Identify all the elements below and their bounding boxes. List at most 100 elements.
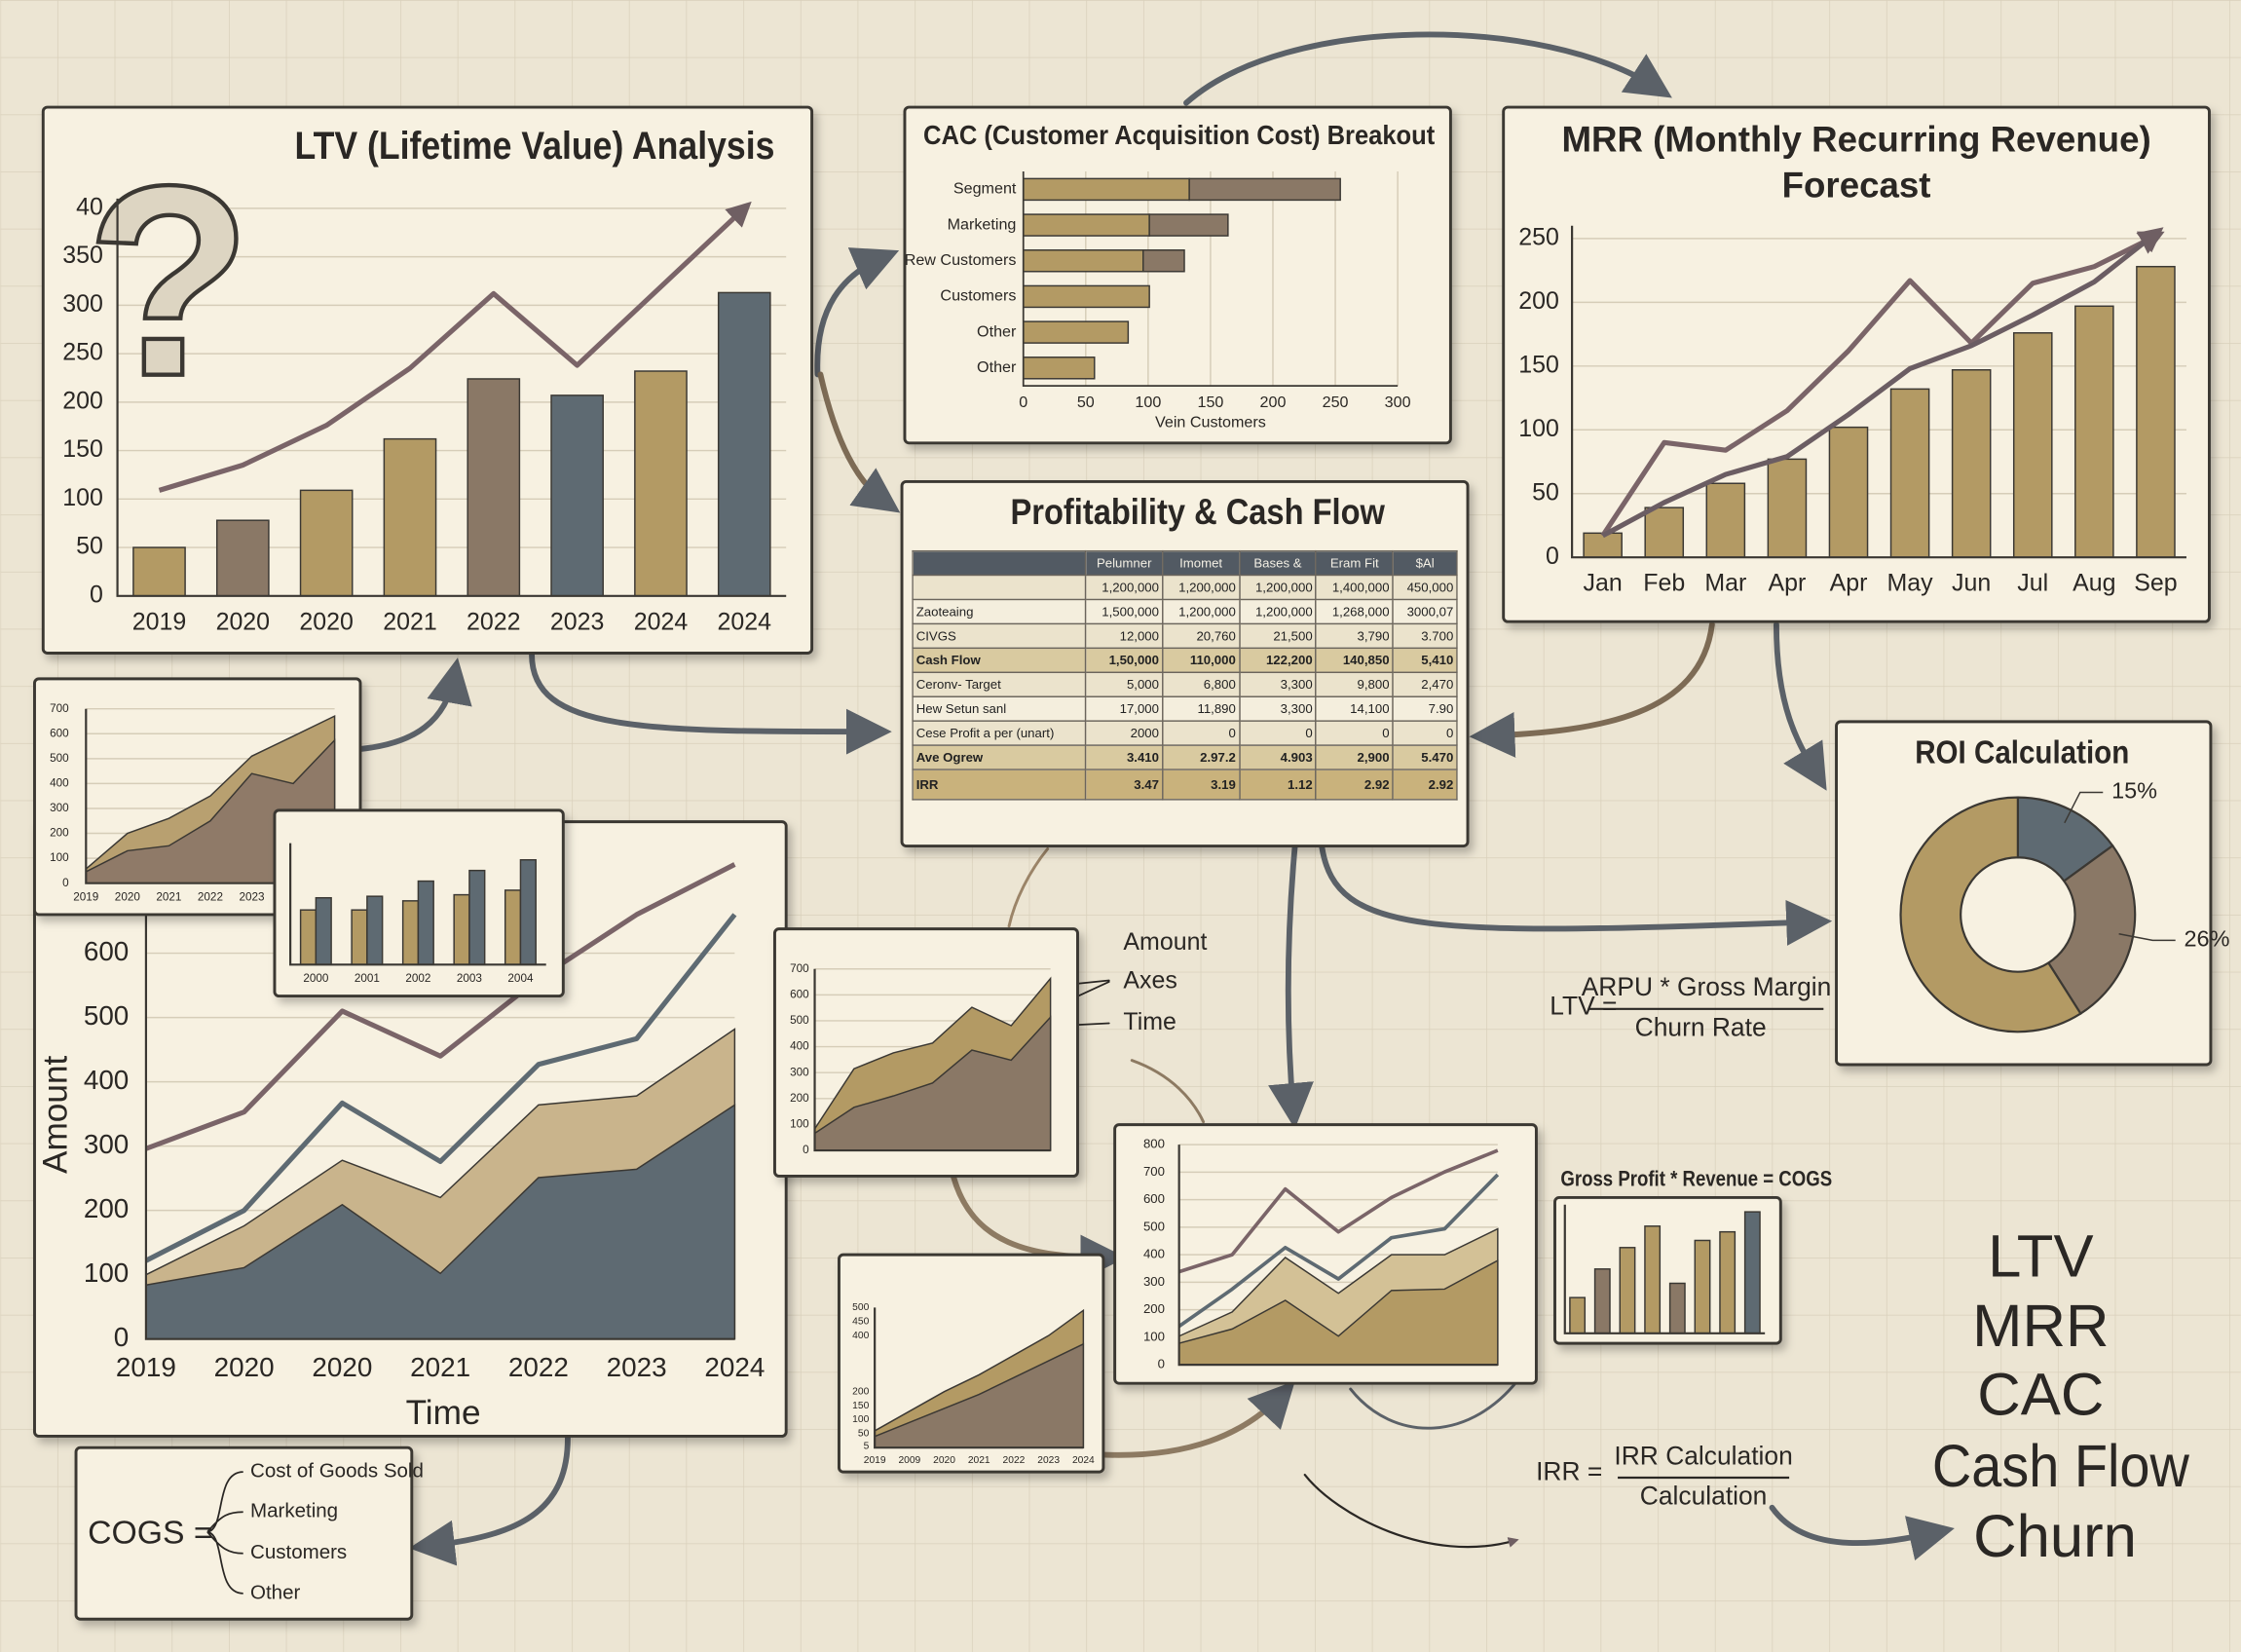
bar bbox=[467, 378, 521, 597]
bar bbox=[519, 859, 537, 966]
x-tick-label: 2023 bbox=[550, 608, 604, 635]
annotation: Axes bbox=[1123, 967, 1177, 995]
bar bbox=[1828, 426, 1869, 558]
bar bbox=[401, 900, 420, 966]
table-title: Profitability & Cash Flow bbox=[1011, 492, 1386, 532]
x-tick-label: 2021 bbox=[383, 608, 436, 635]
y-tick-label: 200 bbox=[790, 1092, 809, 1105]
x-axis-label: Vein Customers bbox=[1155, 414, 1266, 432]
table-cell: Hew Setun sanl bbox=[912, 695, 1087, 722]
table-cell: 7.90 bbox=[1392, 695, 1458, 722]
bar bbox=[1619, 1247, 1636, 1334]
y-tick-label: 500 bbox=[790, 1014, 809, 1027]
bar bbox=[215, 519, 270, 597]
line bbox=[1600, 231, 2165, 538]
table-cell: CIVGS bbox=[912, 622, 1087, 650]
y-tick-label: 0 bbox=[803, 1144, 809, 1156]
x-tick-label: 2003 bbox=[457, 972, 482, 985]
formula-denominator: Calculation bbox=[1640, 1482, 1768, 1511]
y-tick-label: 250 bbox=[1518, 223, 1559, 250]
table-cell: 14,100 bbox=[1315, 695, 1394, 722]
formula-numerator: ARPU * Gross Margin bbox=[1582, 972, 1832, 1001]
leader-line bbox=[2118, 933, 2176, 942]
table-cell: 3.700 bbox=[1392, 622, 1458, 650]
x-tick-label: 2019 bbox=[116, 1352, 176, 1382]
table-cell: 17,000 bbox=[1085, 695, 1164, 722]
cogs-item: Customers bbox=[250, 1541, 347, 1563]
x-axis-label: Time bbox=[406, 1394, 481, 1432]
header-cell: Pelumner bbox=[1085, 549, 1164, 577]
bar bbox=[1694, 1239, 1711, 1334]
x-tick-label: Jul bbox=[2017, 570, 2048, 597]
chart-title: ROI Calculation bbox=[1915, 734, 2129, 771]
x-tick-label: Feb bbox=[1643, 570, 1685, 597]
x-tick-label: 2004 bbox=[507, 972, 534, 985]
table-cell: Zaoteaing bbox=[912, 598, 1087, 625]
table-cell: 1,200,000 bbox=[1161, 598, 1241, 625]
x-tick-label: 2020 bbox=[312, 1352, 372, 1382]
table-cell: Cese Profit a per (unart) bbox=[912, 720, 1087, 746]
x-tick-label: 0 bbox=[1019, 394, 1027, 411]
ltv-formula: LTV = ARPU * Gross Margin Churn Rate bbox=[1550, 972, 1831, 1041]
table-cell: 3,300 bbox=[1238, 671, 1318, 697]
axis-line bbox=[1563, 1204, 1766, 1334]
axis-line bbox=[144, 856, 735, 1340]
x-tick-label: 2022 bbox=[467, 608, 520, 635]
y-tick-label: 300 bbox=[84, 1129, 129, 1159]
arrow bbox=[529, 652, 892, 755]
arrow bbox=[408, 1426, 571, 1566]
table-cell: 3,790 bbox=[1315, 622, 1394, 650]
y-tick-label: 0 bbox=[1158, 1357, 1165, 1371]
table-cell: 9,800 bbox=[1315, 671, 1394, 697]
x-tick-label: 2022 bbox=[198, 890, 223, 903]
keyword: MRR bbox=[1972, 1293, 2109, 1360]
y-tick-label: 0 bbox=[90, 581, 103, 608]
y-tick-label: 400 bbox=[84, 1065, 129, 1095]
bar bbox=[1644, 1225, 1662, 1334]
keyword: LTV bbox=[1988, 1222, 2093, 1290]
bar bbox=[2136, 265, 2176, 558]
y-tick-label: 0 bbox=[114, 1322, 130, 1352]
table-cell: 450,000 bbox=[1392, 574, 1458, 601]
chart-title: MRR (Monthly Recurring Revenue) Forecast bbox=[1561, 120, 2151, 206]
line bbox=[1177, 1173, 1500, 1329]
annotation: Amount bbox=[1123, 928, 1207, 956]
y-tick-label: 50 bbox=[76, 533, 103, 560]
table-row: Ave Ogrew 3.410 2.97.2 4.903 2,900 5.470 bbox=[912, 744, 1458, 770]
table-row: CIVGS 12,000 20,760 21,500 3,790 3.700 bbox=[912, 622, 1458, 650]
y-tick-label: 250 bbox=[62, 339, 103, 366]
table-cell: Ceronv- Target bbox=[912, 671, 1087, 697]
bar bbox=[1023, 213, 1150, 237]
axis-line bbox=[1022, 171, 1399, 388]
table-cell: 5.470 bbox=[1392, 744, 1458, 770]
formula-lhs: LTV = bbox=[1550, 991, 1617, 1020]
table-row: Cash Flow 1,50,000 110,000 122,200 140,850 5,… bbox=[912, 647, 1458, 674]
arrows bbox=[358, 31, 1955, 1566]
table-cell: 1,200,000 bbox=[1161, 574, 1241, 601]
y-tick-label: 400 bbox=[1143, 1247, 1165, 1261]
x-tick-label: 2023 bbox=[1037, 1455, 1060, 1466]
x-tick-label: 2024 bbox=[718, 608, 772, 635]
table-cell: 20,760 bbox=[1161, 622, 1241, 650]
arrow bbox=[358, 657, 472, 752]
bar bbox=[315, 896, 332, 966]
table-cell: Ave Ogrew bbox=[912, 744, 1087, 770]
header-cell: Imomet bbox=[1161, 549, 1241, 577]
y-tick-label: 350 bbox=[62, 242, 103, 269]
bar bbox=[1583, 532, 1623, 558]
y-tick-label: Rew Customers bbox=[905, 251, 1017, 269]
axis-line bbox=[813, 968, 1051, 1152]
y-tick-label: Other bbox=[977, 358, 1017, 376]
y-tick-label: 200 bbox=[852, 1386, 869, 1397]
donut-slice bbox=[1899, 796, 2082, 1033]
x-tick-label: 2021 bbox=[156, 890, 181, 903]
y-tick-label: 500 bbox=[1143, 1219, 1165, 1233]
x-tick-label: 2022 bbox=[1003, 1455, 1026, 1466]
x-tick-label: Mar bbox=[1704, 570, 1746, 597]
x-tick-label: 150 bbox=[1197, 394, 1223, 411]
bar bbox=[417, 880, 434, 966]
arrow bbox=[1183, 31, 1672, 106]
chart-title-frame: MRR (Monthly Recurring Revenue) Forecast bbox=[1561, 120, 2151, 206]
bar bbox=[1593, 1268, 1611, 1334]
